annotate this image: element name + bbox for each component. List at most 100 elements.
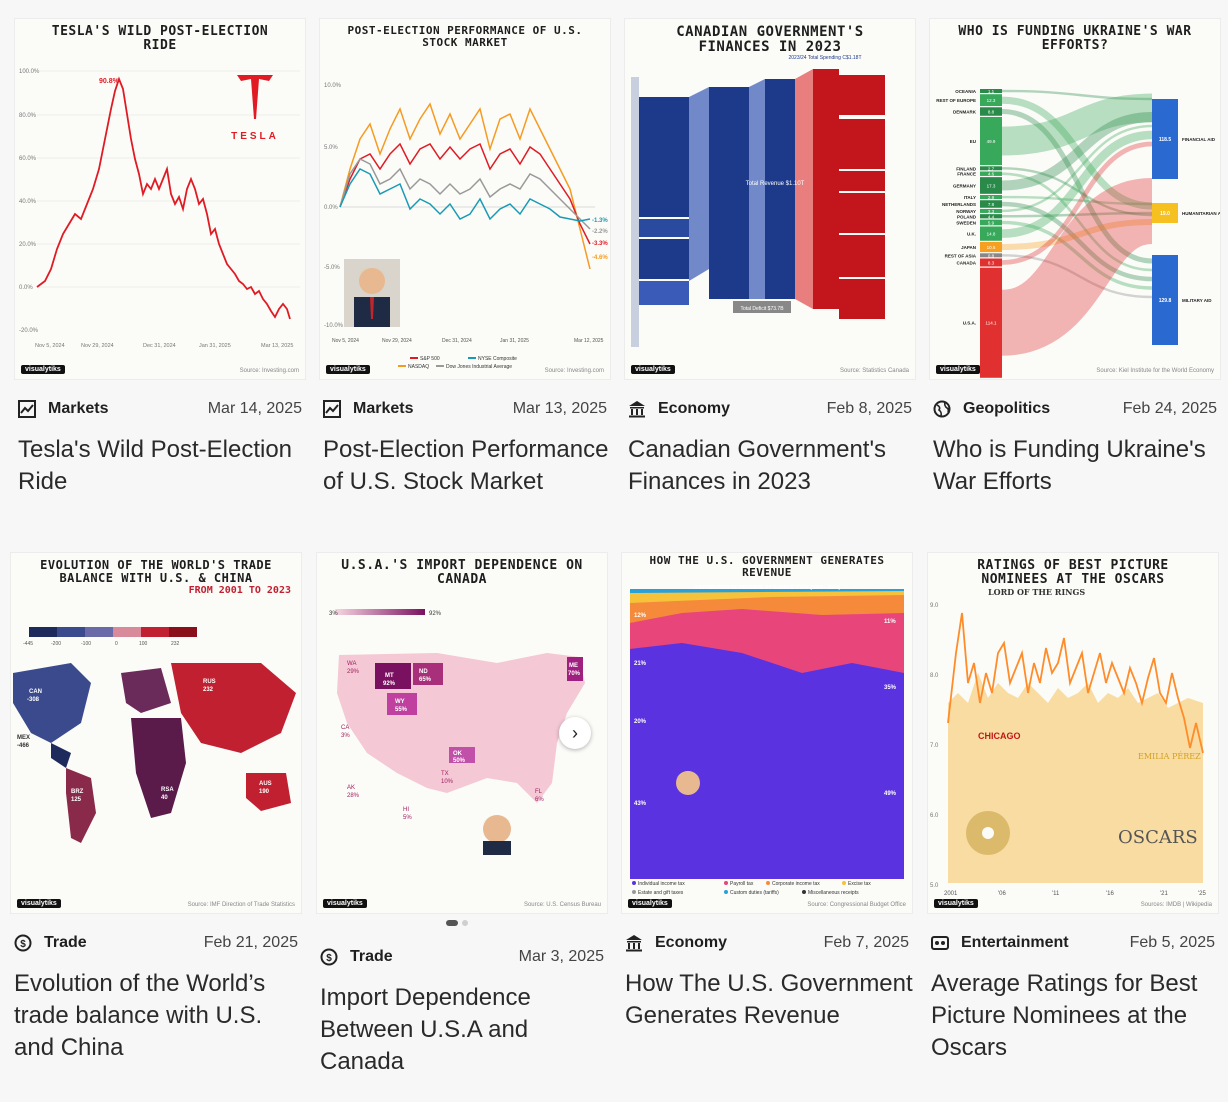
category-link[interactable]: Trade [44, 934, 87, 951]
carousel-next-button[interactable]: › [559, 717, 591, 749]
source-text: Sources: IMDB | Wikipedia [1140, 902, 1212, 908]
article-thumbnail[interactable]: 9.0 8.0 7.0 6.0 5.0 LORD OF THE RINGS CH… [927, 552, 1219, 914]
donor-bar [980, 226, 1002, 241]
state-value: 3% [341, 733, 350, 739]
state-label: MT [385, 673, 394, 679]
article-title[interactable]: How The U.S. Government Generates Revenu… [625, 970, 913, 1029]
import-dependence-map: 3% 92% MT 92% ND 65% WY 55% OK 50% ME 70… [329, 609, 585, 855]
end-label: -3.3% [592, 241, 608, 247]
brand-badge: visualytiks [323, 899, 367, 908]
article-title[interactable]: Evolution of the World’s trade balance w… [14, 970, 266, 1061]
donor-value: 10.5 [987, 245, 996, 250]
map-label: 40 [161, 795, 168, 801]
revenue-area-chart: 12% 21% 20% 43% 11% 35% 49% Individual i… [630, 589, 904, 896]
article-card[interactable]: -445 -200 -100 0 100 232 CAN -308 MEX -4… [10, 552, 302, 1064]
article-card[interactable]: OCEANIA 1.1 REST OF EUROPE 12.3 DENMARK 8.8 EU… [929, 18, 1221, 498]
total-spending-label: 2023/24 Total Spending C$1.18T [788, 55, 861, 61]
donor-bar [980, 200, 1002, 208]
article-thumbnail[interactable]: 100.0% 80.0% 60.0% 40.0% 20.0% 0.0% -20.… [14, 18, 306, 380]
y-tick: 40.0% [19, 199, 37, 205]
carousel-dot[interactable] [462, 920, 468, 926]
series-label-end: 11% [884, 619, 896, 625]
flow-band [1001, 111, 1153, 191]
map-europe [121, 668, 171, 713]
donor-value: 4.4 [988, 214, 995, 219]
thumbnail-subtitle: DISTRIBUTION OF REVENUE BY SOURCE TYPE (… [693, 585, 841, 591]
article-card[interactable]: 9.0 8.0 7.0 6.0 5.0 LORD OF THE RINGS CH… [927, 552, 1219, 1064]
state-value: 6% [535, 797, 544, 803]
us-map-shape [337, 653, 585, 803]
category-link[interactable]: Entertainment [961, 934, 1069, 951]
canada-finances-diagram: Total Revenue $1.10T 2023/24 Total Spend… [631, 55, 885, 347]
map-label: AUS [259, 781, 272, 787]
donor-label: CANADA [957, 260, 977, 265]
y-tick: 100.0% [19, 69, 40, 75]
state-label: WY [395, 699, 405, 705]
trump-photo-icon [676, 771, 700, 795]
article-title[interactable]: Import Dependence Between U.S.A and Cana… [320, 984, 531, 1075]
thumbnail-title: POST-ELECTION PERFORMANCE OF U.S. STOCK … [347, 24, 583, 49]
donor-bar [980, 177, 1002, 194]
carousel-dot[interactable] [446, 920, 458, 926]
aid-type-bar [1152, 99, 1178, 179]
article-thumbnail[interactable]: OCEANIA 1.1 REST OF EUROPE 12.3 DENMARK 8.8 EU… [929, 18, 1221, 380]
x-tick: Nov 29, 2024 [382, 338, 412, 344]
donor-label: NETHERLANDS [942, 202, 976, 207]
flow-band [1001, 93, 1153, 156]
y-tick: 9.0 [930, 603, 939, 609]
article-title[interactable]: Canadian Government's Finances in 2023 [628, 436, 887, 495]
trade-balance-map: -445 -200 -100 0 100 232 CAN -308 MEX -4… [13, 627, 296, 843]
source-text: Source: Investing.com [544, 368, 604, 374]
article-thumbnail[interactable]: Total Revenue $1.10T 2023/24 Total Spend… [624, 18, 916, 380]
x-tick: Mar 12, 2025 [574, 338, 604, 344]
category-link[interactable]: Geopolitics [963, 400, 1051, 417]
oscars-logo: OSCARS [1118, 827, 1198, 848]
svg-text:S&P 500: S&P 500 [420, 356, 440, 362]
y-tick: 10.0% [324, 83, 342, 89]
donor-bar [980, 171, 1002, 176]
dependence-scale [335, 609, 425, 615]
article-card[interactable]: 3% 92% MT 92% ND 65% WY 55% OK 50% ME 70… [316, 552, 608, 1078]
article-title[interactable]: Who is Funding Ukraine's War Efforts [933, 436, 1206, 495]
category-link[interactable]: Markets [353, 400, 414, 417]
article-thumbnail[interactable]: 3% 92% MT 92% ND 65% WY 55% OK 50% ME 70… [316, 552, 608, 914]
flow-band [1001, 201, 1153, 282]
thumbnail-title: RATINGS OF BEST PICTURE NOMINEES AT THE … [977, 558, 1169, 587]
donor-label: FINLAND [956, 166, 976, 171]
flow-band [1001, 211, 1153, 218]
publish-date: Feb 7, 2025 [823, 934, 909, 951]
article-card[interactable]: 12% 21% 20% 43% 11% 35% 49% Individual i… [621, 552, 913, 1032]
category-link[interactable]: Economy [658, 400, 731, 417]
article-title[interactable]: Post-Election Performance of U.S. Stock … [323, 436, 609, 495]
state-value: 92% [383, 681, 396, 687]
article-thumbnail[interactable]: 10.0% 5.0% 0.0% -5.0% -10.0% -1.3% -2.2%… [319, 18, 611, 380]
article-title[interactable]: Average Ratings for Best Picture Nominee… [931, 970, 1198, 1061]
donor-label: U.K. [967, 232, 976, 237]
article-card[interactable]: 10.0% 5.0% 0.0% -5.0% -10.0% -1.3% -2.2%… [319, 18, 611, 498]
x-tick: 2001 [944, 891, 958, 897]
article-card[interactable]: 100.0% 80.0% 60.0% 40.0% 20.0% 0.0% -20.… [14, 18, 306, 498]
article-thumbnail[interactable]: -445 -200 -100 0 100 232 CAN -308 MEX -4… [10, 552, 302, 914]
card-meta: Geopolitics Feb 24, 2025 [929, 392, 1219, 426]
publish-date: Feb 21, 2025 [203, 934, 298, 951]
donor-value: 49.9 [987, 139, 996, 144]
svg-text:0: 0 [115, 641, 118, 647]
article-thumbnail[interactable]: 12% 21% 20% 43% 11% 35% 49% Individual i… [621, 552, 913, 914]
donor-label: JAPAN [961, 245, 976, 250]
rating-line [947, 612, 1204, 754]
thumbnail-title: HOW THE U.S. GOVERNMENT GENERATES REVENU… [649, 554, 885, 579]
svg-text:100: 100 [139, 641, 148, 647]
donor-value: 14.8 [987, 232, 996, 237]
flow-band [1001, 89, 1153, 101]
map-label: RUS [203, 679, 216, 685]
category-link[interactable]: Trade [350, 948, 393, 965]
svg-text:$: $ [20, 939, 26, 950]
x-tick: '21 [1160, 891, 1168, 897]
donor-value: 1.1 [988, 89, 995, 94]
article-title[interactable]: Tesla's Wild Post-Election Ride [18, 436, 293, 495]
category-link[interactable]: Economy [655, 934, 728, 951]
x-tick: Dec 31, 2024 [143, 343, 176, 349]
article-card[interactable]: Total Revenue $1.10T 2023/24 Total Spend… [624, 18, 916, 498]
map-label: 232 [203, 687, 214, 693]
category-link[interactable]: Markets [48, 400, 109, 417]
